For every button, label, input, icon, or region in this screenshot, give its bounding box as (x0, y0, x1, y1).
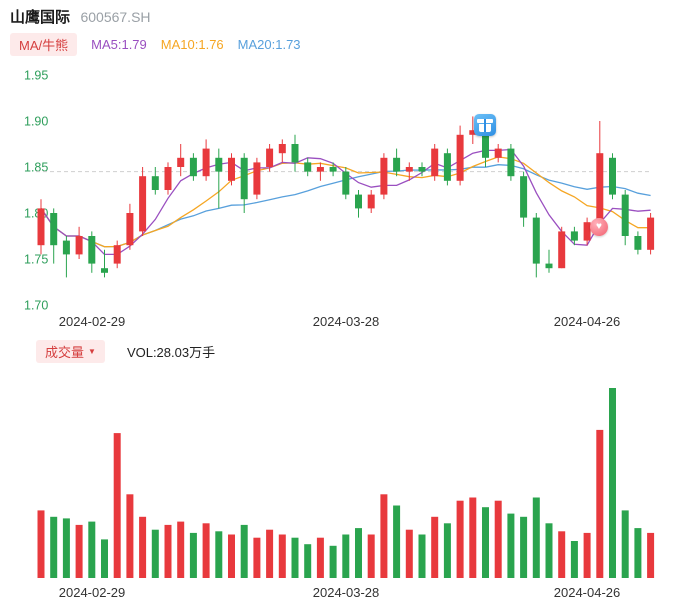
volume-panel-header: 成交量 ▼ VOL:28.03万手 (36, 340, 215, 363)
candlestick-chart[interactable]: 1.951.901.851.801.751.70 (0, 60, 686, 310)
volume-value-label: VOL:28.03万手 (126, 345, 216, 360)
x-tick-label: 2024-03-28 (312, 314, 380, 329)
ma-indicator-selector[interactable]: MA/牛熊 (10, 33, 78, 56)
x-tick-label: 2024-03-28 (312, 585, 380, 600)
svg-text:1.70: 1.70 (24, 299, 48, 311)
svg-text:1.95: 1.95 (24, 69, 48, 83)
svg-text:1.90: 1.90 (24, 115, 48, 129)
heart-sticker-icon[interactable]: ♥ (590, 218, 608, 236)
x-tick-label: 2024-02-29 (58, 314, 126, 329)
main-x-axis: 2024-02-29 2024-03-28 2024-04-26 (0, 314, 686, 330)
header: 山鹰国际 600567.SH (10, 6, 151, 27)
gift-sticker-icon[interactable] (474, 114, 496, 136)
volume-x-axis: 2024-02-29 2024-03-28 2024-04-26 (0, 585, 686, 601)
stock-code: 600567.SH (80, 9, 151, 25)
chevron-down-icon: ▼ (88, 346, 96, 356)
ma10-label: MA10:1.76 (160, 37, 224, 52)
x-tick-label: 2024-04-26 (553, 314, 621, 329)
volume-selector-label: 成交量 (45, 345, 85, 360)
svg-text:1.85: 1.85 (24, 161, 48, 175)
ma5-label: MA5:1.79 (91, 37, 147, 52)
volume-indicator-selector[interactable]: 成交量 ▼ (36, 340, 105, 363)
x-tick-label: 2024-04-26 (553, 585, 621, 600)
volume-chart[interactable] (0, 368, 686, 582)
x-tick-label: 2024-02-29 (58, 585, 126, 600)
ma20-label: MA20:1.73 (237, 37, 301, 52)
indicator-bar: MA/牛熊 MA5:1.79 MA10:1.76 MA20:1.73 (10, 33, 301, 56)
gift-box-shape (479, 124, 491, 132)
svg-text:1.75: 1.75 (24, 253, 48, 267)
heart-glyph: ♥ (596, 221, 602, 232)
stock-name: 山鹰国际 (10, 9, 71, 26)
